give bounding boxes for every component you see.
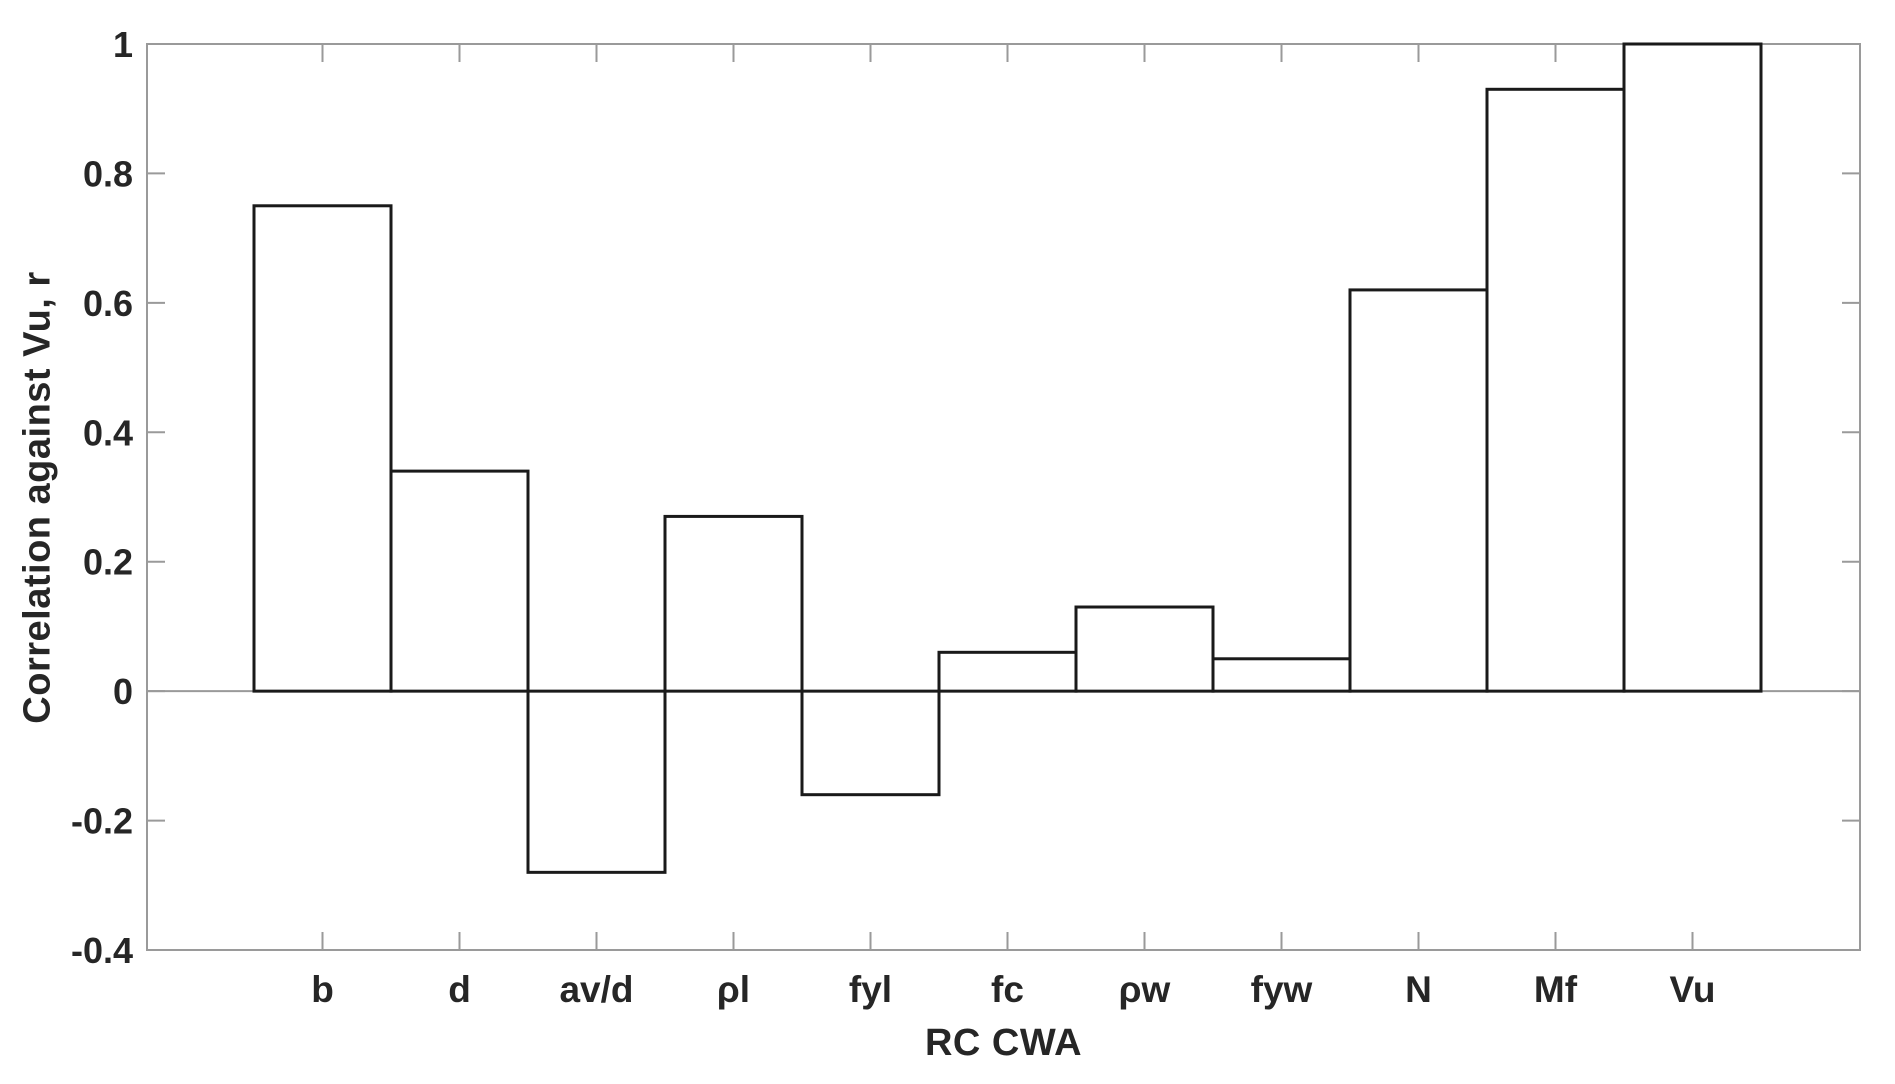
x-tick-label: Vu xyxy=(1670,969,1716,1010)
x-axis-title: RC CWA xyxy=(924,1022,1083,1064)
y-tick-label: 0.4 xyxy=(83,412,133,453)
x-tick-label: d xyxy=(448,969,471,1010)
x-tick-label: fc xyxy=(991,969,1024,1010)
x-tick-label: ρl xyxy=(717,969,750,1010)
bar-7 xyxy=(1074,605,1215,693)
x-tick-label: Mf xyxy=(1534,969,1578,1010)
x-tick-label: b xyxy=(311,969,334,1010)
bar-11 xyxy=(1622,42,1763,693)
bar-10 xyxy=(1485,87,1626,693)
bar-9 xyxy=(1348,288,1489,693)
y-tick-label: 1 xyxy=(113,24,133,65)
y-axis-title-text: Correlation against Vu, r xyxy=(16,270,59,724)
x-tick-label: N xyxy=(1405,969,1432,1010)
bar-5 xyxy=(800,689,941,797)
x-tick-label: fyw xyxy=(1251,969,1313,1010)
y-tick-label: -0.2 xyxy=(71,801,133,842)
y-tick-label: 0.6 xyxy=(83,283,133,324)
bar-1 xyxy=(252,204,393,693)
x-tick-label: fyl xyxy=(849,969,892,1010)
bar-4 xyxy=(663,514,804,693)
bar-3 xyxy=(526,689,667,874)
plot-border xyxy=(146,43,1861,951)
bar-6 xyxy=(937,650,1078,693)
y-tick-label: -0.4 xyxy=(71,930,133,971)
y-tick-label: 0.2 xyxy=(83,542,133,583)
y-tick-label: 0 xyxy=(113,671,133,712)
x-tick-label: av/d xyxy=(559,969,633,1010)
y-tick-label: 0.8 xyxy=(83,153,133,194)
bar-8 xyxy=(1211,657,1352,693)
x-tick-label: ρw xyxy=(1119,969,1171,1010)
bar-2 xyxy=(389,469,530,693)
